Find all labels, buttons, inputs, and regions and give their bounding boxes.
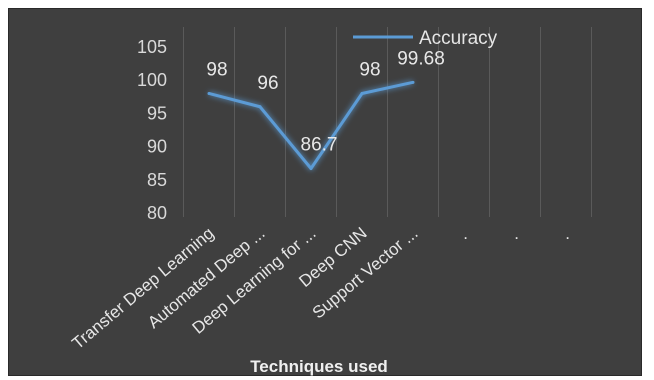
x-category-placeholder: . (565, 224, 570, 243)
data-point (258, 105, 262, 109)
y-tick-label: 85 (147, 170, 167, 190)
data-point (360, 91, 364, 95)
series-accuracy (207, 80, 415, 171)
y-tick-label: 105 (137, 37, 167, 57)
data-point (411, 80, 415, 84)
data-label: 96 (257, 73, 278, 94)
data-label: 86.7 (301, 135, 338, 156)
data-labels: 98 96 86.7 98 99.68 (206, 48, 444, 155)
data-point (309, 167, 313, 171)
grid-lines (183, 27, 592, 217)
y-tick-label: 100 (137, 70, 167, 90)
y-tick-label: 80 (147, 203, 167, 223)
data-label: 99.68 (397, 48, 445, 69)
data-point (207, 91, 211, 95)
series-line (208, 80, 414, 171)
y-axis-ticks: 80 85 90 95 100 105 (137, 37, 167, 223)
x-category-placeholder: . (463, 224, 468, 243)
data-label: 98 (206, 59, 227, 80)
x-category-placeholder: . (514, 224, 519, 243)
legend: Accuracy (353, 28, 498, 49)
y-tick-label: 90 (147, 137, 167, 157)
data-label: 98 (359, 59, 380, 80)
x-axis-title: Techniques used (250, 357, 388, 376)
y-tick-label: 95 (147, 103, 167, 123)
chart-frame: 80 85 90 95 100 105 Accuracy 98 96 86.7 98 99.68 … (8, 8, 642, 376)
legend-label: Accuracy (419, 28, 498, 49)
